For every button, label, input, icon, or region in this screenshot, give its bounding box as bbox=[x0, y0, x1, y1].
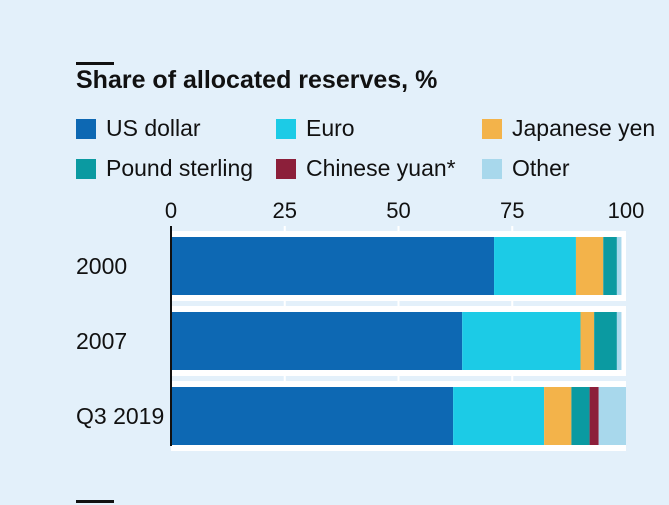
bar-segment bbox=[589, 387, 599, 445]
category-label: Q3 2019 bbox=[76, 403, 164, 429]
bar-segment bbox=[594, 312, 617, 370]
legend-swatch-other bbox=[482, 158, 502, 179]
legend-label: Pound sterling bbox=[106, 155, 254, 181]
legend-label: Other bbox=[512, 155, 570, 181]
legend-label: Japanese yen bbox=[512, 115, 656, 141]
chart-title: Share of allocated reserves, % bbox=[76, 66, 438, 94]
legend-swatch-pound-sterling bbox=[76, 158, 96, 179]
bar-segment bbox=[571, 387, 590, 445]
category-label: 2000 bbox=[76, 253, 127, 279]
legend-item-other: Other bbox=[482, 155, 570, 182]
bar-segment bbox=[171, 387, 454, 445]
bar-segment bbox=[171, 237, 495, 295]
legend-item-japanese-yen: Japanese yen bbox=[482, 115, 655, 142]
bar-segment bbox=[544, 387, 572, 445]
bar-segment bbox=[616, 312, 622, 370]
x-tick-label: 50 bbox=[386, 198, 410, 223]
legend-item-us-dollar: US dollar bbox=[76, 115, 201, 142]
legend-item-pound-sterling: Pound sterling bbox=[76, 155, 253, 182]
legend-item-euro: Euro bbox=[276, 115, 355, 142]
category-label: 2007 bbox=[76, 328, 127, 354]
legend-swatch-us-dollar bbox=[76, 118, 96, 139]
x-tick-label: 0 bbox=[165, 198, 177, 223]
bar-segment bbox=[598, 387, 626, 445]
legend-label: Euro bbox=[306, 115, 355, 141]
bar-segment bbox=[494, 237, 576, 295]
x-tick-label: 75 bbox=[500, 198, 524, 223]
legend-swatch-japanese-yen bbox=[482, 118, 502, 139]
x-tick-label: 25 bbox=[273, 198, 297, 223]
legend-swatch-euro bbox=[276, 118, 296, 139]
bar-segment bbox=[603, 237, 617, 295]
chart-legend: US dollar Euro Japanese yen Pound sterli… bbox=[76, 115, 656, 195]
x-tick-label: 100 bbox=[608, 198, 645, 223]
bar-segment bbox=[580, 312, 595, 370]
legend-swatch-chinese-yuan bbox=[276, 158, 296, 179]
bar-segment bbox=[171, 312, 463, 370]
bar-segment bbox=[462, 312, 581, 370]
bottom-rule bbox=[76, 500, 114, 503]
bar-segment bbox=[453, 387, 545, 445]
bar-segment bbox=[575, 237, 604, 295]
bar-segment bbox=[616, 237, 622, 295]
legend-label: Chinese yuan* bbox=[306, 155, 456, 181]
top-rule bbox=[76, 62, 114, 65]
legend-item-chinese-yuan: Chinese yuan* bbox=[276, 155, 456, 182]
legend-label: US dollar bbox=[106, 115, 201, 141]
